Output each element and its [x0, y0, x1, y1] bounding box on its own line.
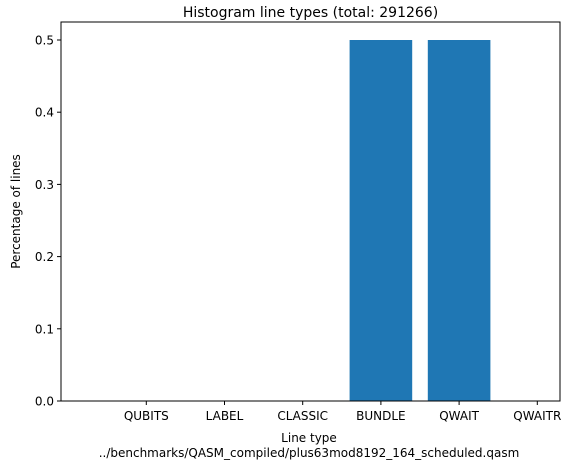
y-tick-label: 0.4: [35, 106, 54, 120]
x-tick-label: BUNDLE: [356, 409, 406, 423]
x-tick-label: CLASSIC: [277, 409, 328, 423]
x-axis-ticks: QUBITS LABEL CLASSIC BUNDLE QWAIT QWAITR: [124, 401, 561, 423]
y-axis-label: Percentage of lines: [9, 154, 23, 269]
y-axis-ticks: 0.0 0.1 0.2 0.3 0.4 0.5: [35, 34, 61, 409]
bar-bundle: [349, 40, 413, 401]
chart-title: Histogram line types (total: 291266): [183, 5, 438, 21]
plot-frame: [60, 21, 561, 402]
x-tick-label: LABEL: [206, 409, 244, 423]
x-tick-label: QWAITR: [513, 409, 561, 423]
x-axis-subtitle: ../benchmarks/QASM_compiled/plus63mod819…: [99, 446, 520, 460]
y-tick-label: 0.0: [35, 395, 54, 409]
x-axis-label: Line type: [281, 431, 337, 445]
bar-qwait: [427, 40, 491, 401]
x-tick-label: QUBITS: [124, 409, 169, 423]
y-tick-label: 0.3: [35, 178, 54, 192]
y-tick-label: 0.1: [35, 322, 54, 336]
bars-group: [349, 40, 491, 401]
x-tick-label: QWAIT: [439, 409, 479, 423]
y-tick-label: 0.5: [35, 34, 54, 48]
y-tick-label: 0.2: [35, 250, 54, 264]
